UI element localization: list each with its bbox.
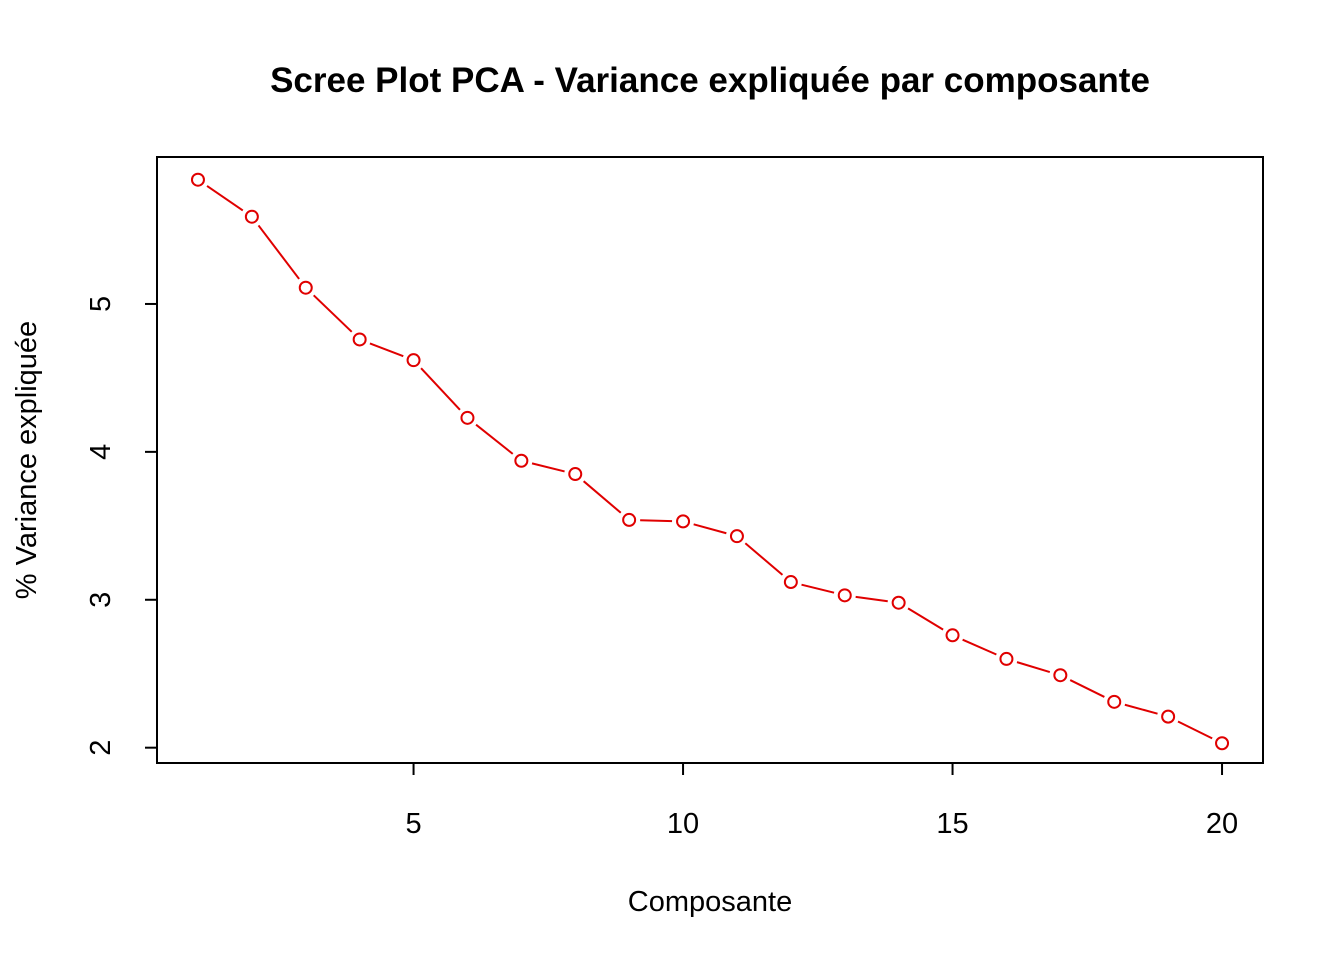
series-line-segment — [475, 423, 514, 455]
data-point — [244, 209, 259, 224]
data-point — [676, 514, 691, 529]
data-point — [837, 588, 852, 603]
series-line-segment — [420, 367, 461, 411]
x-tick-label: 15 — [936, 808, 968, 840]
y-tick-label: 5 — [85, 296, 117, 312]
series-line-segment — [640, 519, 673, 523]
data-point — [406, 353, 421, 368]
series-line-segment — [907, 607, 944, 631]
series-line-segment — [531, 462, 565, 473]
x-axis: 5 10 15 20 — [405, 762, 1238, 840]
data-point — [729, 529, 744, 544]
series-line-segment — [206, 185, 244, 212]
series-line-segment — [1016, 661, 1051, 673]
data-point — [891, 595, 906, 610]
data-point — [352, 332, 367, 347]
series-line-segment — [801, 583, 835, 594]
series-line-segment — [855, 595, 888, 603]
y-tick-label: 3 — [85, 592, 117, 608]
y-axis: 2 3 4 5 — [85, 296, 158, 756]
series-line-segment — [313, 294, 353, 333]
data-point — [1107, 694, 1122, 709]
data-point — [622, 512, 637, 527]
series-line-segment — [693, 523, 727, 535]
x-tick-label: 20 — [1206, 808, 1238, 840]
series-line-segment — [1124, 703, 1158, 715]
series-line-segment — [962, 638, 997, 656]
data-point — [999, 651, 1014, 666]
chart-title: Scree Plot PCA - Variance expliquée par … — [270, 61, 1150, 100]
series-line-segment — [744, 542, 784, 576]
data-point — [460, 410, 475, 425]
x-axis-label: Composante — [628, 886, 792, 918]
series-line — [206, 185, 1213, 740]
series-line-segment — [1177, 720, 1213, 740]
data-point — [298, 280, 313, 295]
data-point — [1215, 736, 1230, 751]
y-tick-label: 4 — [85, 444, 117, 460]
plot-area-frame — [156, 156, 1264, 764]
series-line-segment — [582, 480, 622, 514]
data-point — [1053, 668, 1068, 683]
series-line-segment — [1069, 679, 1105, 698]
series-points — [190, 172, 1230, 751]
data-point — [1161, 709, 1176, 724]
data-point — [190, 172, 205, 187]
series-line-segment — [369, 342, 404, 358]
y-tick-label: 2 — [85, 740, 117, 756]
series-line-segment — [257, 224, 300, 280]
data-point — [568, 467, 583, 482]
data-point — [514, 453, 529, 468]
data-point — [945, 628, 960, 643]
x-tick-label: 5 — [405, 808, 421, 840]
data-point — [783, 575, 798, 590]
x-tick-label: 10 — [667, 808, 699, 840]
y-axis-label: % Variance expliquée — [11, 321, 43, 599]
